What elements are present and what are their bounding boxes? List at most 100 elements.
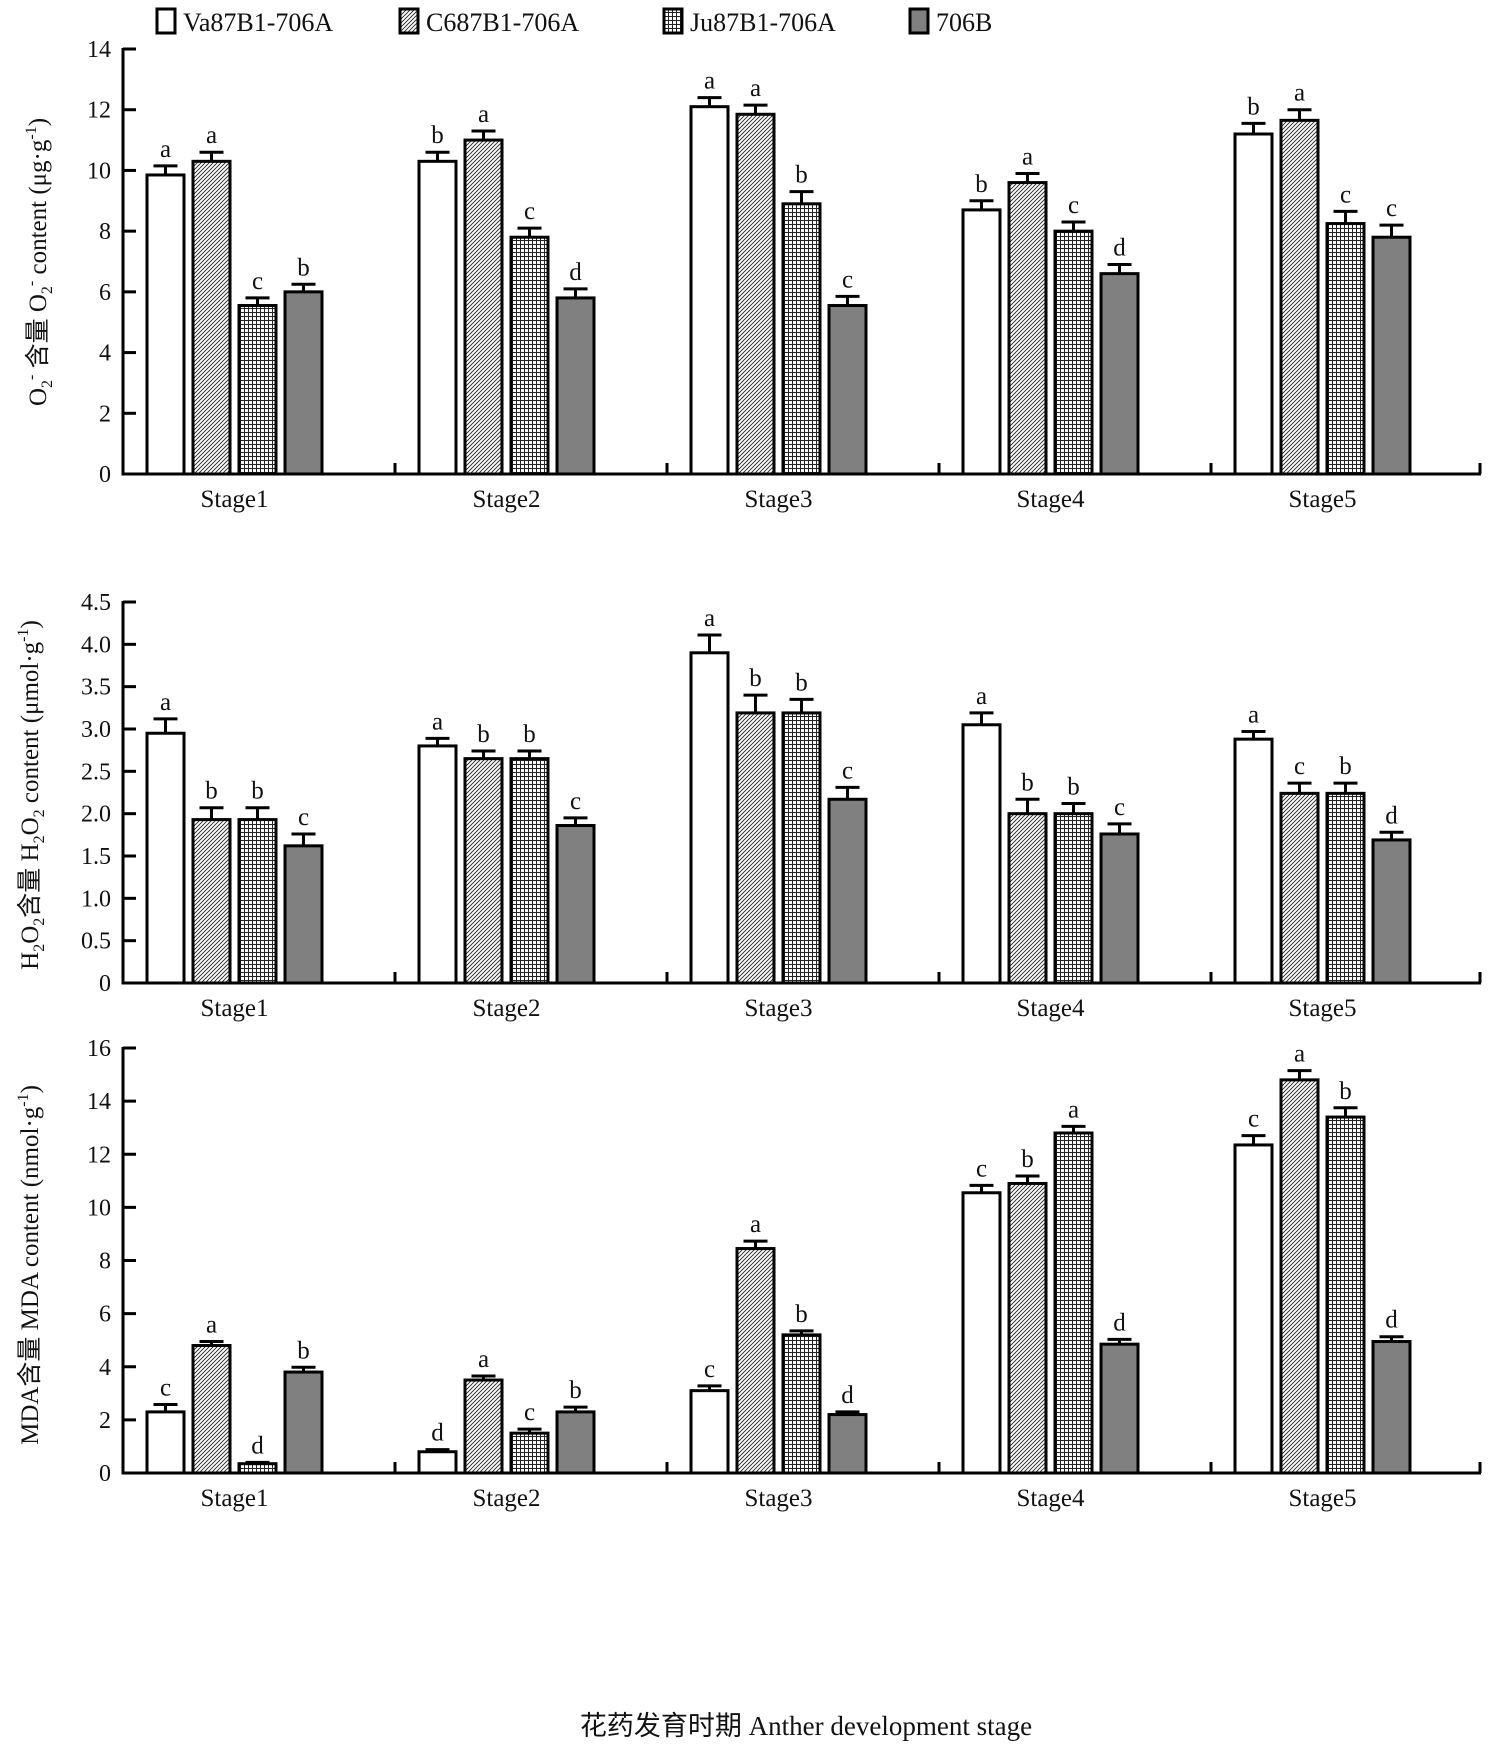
y-tick-label: 2.5	[81, 759, 111, 785]
y-tick-label: 6	[99, 1302, 111, 1328]
significance-label: a	[976, 683, 987, 710]
bar-c687b1-stage5	[1279, 1078, 1320, 1475]
significance-label: c	[704, 1356, 715, 1383]
y-tick-label: 10	[87, 158, 111, 184]
y-axis-title-superoxide: O2- 含量 O2- content (μg·g-1)	[23, 118, 56, 406]
bar-706b-stage2	[555, 1410, 596, 1475]
bar-ju87b1-stage2	[509, 1431, 550, 1475]
bar-c687b1-stage3	[735, 112, 776, 476]
significance-label: c	[252, 268, 263, 295]
bar-706b-stage1	[283, 1370, 324, 1475]
significance-label: c	[1340, 181, 1351, 208]
x-tick-label-stage2: Stage2	[472, 486, 540, 513]
x-tick-label-stage5: Stage5	[1288, 1485, 1356, 1512]
significance-label: b	[297, 1337, 310, 1364]
legend-label-c687b1: C687B1-706A	[426, 8, 579, 37]
x-axis-title: 花药发育时期 Anther development stage	[580, 1711, 1032, 1741]
bar-ju87b1-stage4	[1053, 229, 1094, 476]
bar-c687b1-stage4	[1007, 812, 1048, 985]
bar-706b-stage2	[555, 296, 596, 476]
significance-label: b	[1339, 1078, 1352, 1105]
bar-c687b1-stage2	[463, 138, 504, 476]
x-tick-label-stage4: Stage4	[1016, 1485, 1085, 1512]
bar-ju87b1-stage3	[781, 1333, 822, 1475]
significance-label: b	[205, 778, 218, 805]
significance-label: a	[750, 75, 761, 102]
legend-label-706b: 706B	[936, 8, 992, 37]
significance-label: a	[432, 708, 443, 735]
bar-706b-stage4	[1099, 272, 1140, 476]
significance-label: b	[431, 122, 444, 149]
legend-item-706b: 706B	[908, 7, 992, 37]
legend: Va87B1-706A C687B1-706A Ju87B1-706A 706B	[155, 7, 992, 37]
bar-c687b1-stage2	[463, 1378, 504, 1475]
y-tick-label: 3.5	[81, 675, 111, 701]
x-tick-label-stage3: Stage3	[744, 995, 812, 1022]
panel-hydrogen-peroxide: 0 0.5 1.0 1.5 2.0 2.5 3.0 3.5 4.0 4.5 Stage1 Stage2…	[81, 590, 1482, 1022]
significance-label: c	[1114, 794, 1125, 821]
significance-label: c	[524, 1399, 535, 1426]
significance-label: a	[160, 136, 171, 163]
x-tick-label-stage3: Stage3	[744, 486, 812, 513]
y-tick-label: 4	[99, 1355, 111, 1381]
significance-label: c	[1294, 753, 1305, 780]
significance-label: c	[1248, 1106, 1259, 1133]
bar-ju87b1-stage2	[509, 757, 550, 985]
significance-label: c	[524, 198, 535, 225]
bar-706b-stage3	[827, 304, 868, 476]
bar-c687b1-stage3	[735, 711, 776, 985]
panel-superoxide: 0 2 4 6 8 10 12 14 Stage1 Stage2 Stage3 Stage4 Stage…	[87, 37, 1482, 513]
significance-label: c	[1386, 195, 1397, 222]
legend-label-ju87b1: Ju87B1-706A	[690, 8, 836, 37]
y-tick-label: 10	[87, 1195, 111, 1221]
x-tick-label-stage5: Stage5	[1288, 486, 1356, 513]
y-tick-label: 14	[87, 1089, 111, 1115]
bar-va87b1-stage4	[961, 723, 1002, 985]
y-tick-label: 2	[99, 1408, 111, 1434]
x-tick-label-stage1: Stage1	[200, 1485, 268, 1512]
significance-label: a	[750, 1211, 761, 1238]
bar-va87b1-stage3	[689, 105, 730, 476]
y-tick-label: 0	[99, 462, 111, 488]
significance-label: b	[795, 669, 808, 696]
significance-label: a	[206, 1312, 217, 1339]
significance-label: b	[795, 162, 808, 189]
bar-706b-stage5	[1371, 1340, 1412, 1475]
legend-item-ju87b1: Ju87B1-706A	[662, 7, 836, 37]
panel-mda: 0 2 4 6 8 10 12 14 16 Stage1 Stage2 Stage3 Stage4 Sta…	[87, 1036, 1482, 1512]
significance-label: b	[1021, 769, 1034, 796]
significance-label: a	[1248, 702, 1259, 729]
y-tick-label: 4.5	[81, 590, 111, 616]
bar-c687b1-stage4	[1007, 1181, 1048, 1475]
bar-ju87b1-stage4	[1053, 1131, 1094, 1475]
significance-label: b	[1021, 1146, 1034, 1173]
bar-va87b1-stage5	[1233, 1143, 1274, 1475]
bar-ju87b1-stage2	[509, 235, 550, 476]
bar-ju87b1-stage3	[781, 711, 822, 985]
bar-ju87b1-stage5	[1325, 791, 1366, 985]
bar-c687b1-stage1	[191, 1344, 232, 1475]
significance-label: a	[478, 1346, 489, 1373]
y-tick-label: 8	[99, 1249, 111, 1275]
y-axis-title-hydrogen-peroxide: H2O2含量 H2O2 content (μmol·g-1)	[15, 620, 48, 970]
x-tick-label-stage4: Stage4	[1016, 995, 1085, 1022]
significance-label: d	[1113, 1309, 1126, 1336]
significance-label: b	[477, 721, 490, 748]
bar-706b-stage3	[827, 1413, 868, 1475]
y-tick-label: 0	[99, 971, 111, 997]
y-tick-label: 3.0	[81, 717, 111, 743]
significance-label: c	[842, 757, 853, 784]
significance-label: c	[298, 804, 309, 831]
x-tick-label-stage5: Stage5	[1288, 995, 1356, 1022]
significance-label: b	[795, 1301, 808, 1328]
y-tick-label: 12	[87, 98, 111, 124]
y-tick-label: 0	[99, 1461, 111, 1487]
significance-label: b	[569, 1377, 582, 1404]
bar-ju87b1-stage4	[1053, 812, 1094, 985]
x-tick-label-stage1: Stage1	[200, 486, 268, 513]
bar-706b-stage5	[1371, 838, 1412, 985]
significance-label: d	[1113, 235, 1126, 262]
significance-label: a	[1022, 143, 1033, 170]
bar-va87b1-stage2	[417, 1450, 458, 1475]
